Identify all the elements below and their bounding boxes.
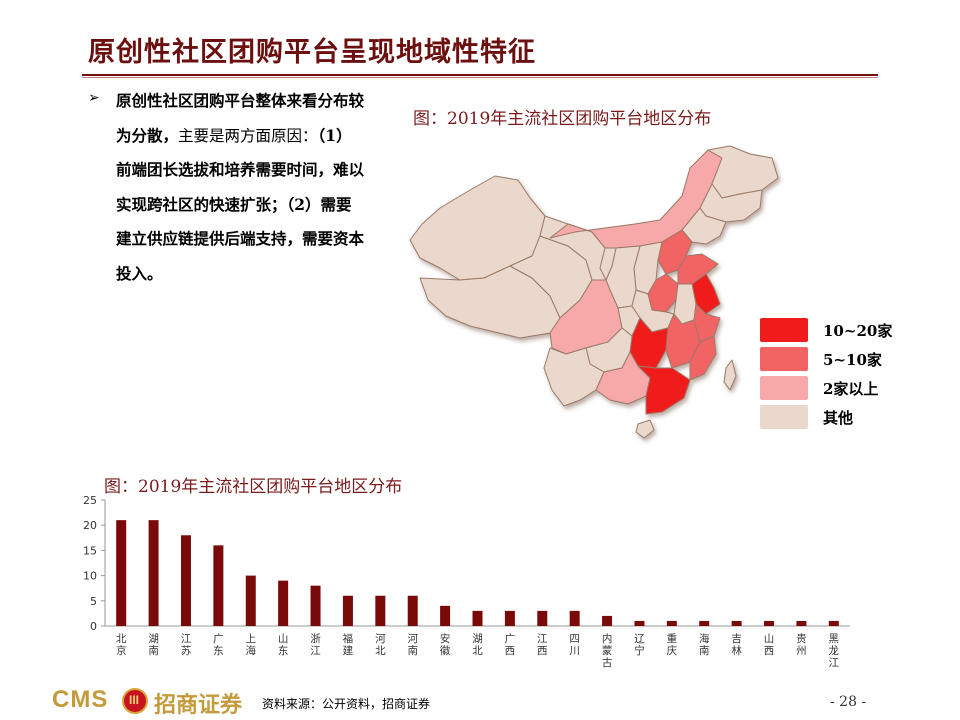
title-underline [82, 74, 878, 76]
x-tick-label: 湖南 [148, 633, 159, 657]
legend-swatch [760, 347, 808, 371]
y-axis: 0 5 10 15 20 25 [83, 494, 105, 633]
bar-7 [343, 596, 353, 626]
legend-swatch [760, 318, 808, 342]
y-tick-label: 0 [90, 620, 97, 633]
x-tick-label: 江西 [537, 633, 548, 657]
page-number: - 28 - [830, 694, 866, 710]
bar-19 [732, 621, 742, 626]
source-note: 资料来源：公开资料，招商证券 [262, 695, 430, 712]
legend-label: 10~20家 [823, 320, 892, 341]
legend-item-2-plus: 2家以上 [760, 376, 910, 402]
y-tick-label: 5 [90, 595, 97, 608]
legend-swatch [760, 376, 808, 400]
bar-6 [311, 586, 321, 626]
bar-16 [634, 621, 644, 626]
bar-3 [213, 545, 223, 626]
x-tick-label: 河南 [407, 633, 418, 657]
bar-8 [375, 596, 385, 626]
bullet-normal: 主要是两方面原因： [178, 127, 318, 145]
bar-10 [440, 606, 450, 626]
map-caption: 图：2019年主流社区团购平台地区分布 [413, 104, 711, 129]
legend-swatch [760, 405, 808, 429]
y-tick-label: 25 [83, 494, 97, 507]
x-tick-label: 上海 [246, 633, 257, 657]
x-tick-label: 山东 [278, 633, 289, 657]
bar-13 [537, 611, 547, 626]
x-tick-label: 黑龙江 [829, 633, 840, 669]
china-map [400, 128, 790, 448]
arrow-bullet-icon: ➢ [88, 90, 100, 106]
x-tick-label: 广东 [213, 633, 224, 657]
legend-item-other: 其他 [760, 405, 910, 431]
bar-11 [473, 611, 483, 626]
bar-0 [116, 520, 126, 626]
x-tick-label: 浙江 [310, 633, 321, 657]
cms-badge-icon: III [122, 688, 148, 714]
x-tick-label: 辽宁 [634, 633, 645, 657]
x-tick-label: 重庆 [667, 632, 678, 657]
y-tick-label: 10 [83, 570, 97, 583]
bar-4 [246, 576, 256, 626]
bar-1 [149, 520, 159, 626]
bar-9 [408, 596, 418, 626]
bar-14 [570, 611, 580, 626]
company-name: 招商证券 [154, 687, 242, 719]
x-tick-label: 安徽 [440, 632, 451, 657]
bullet-text: 原创性社区团购平台整体来看分布较为分散，主要是两方面原因：（1）前端团长选拔和培… [116, 84, 364, 291]
bar-2 [181, 535, 191, 626]
x-tick-label: 四川 [569, 633, 580, 657]
legend-item-5-10: 5~10家 [760, 347, 910, 373]
x-tick-label: 海南 [699, 632, 710, 657]
region-heilongjiang [708, 146, 778, 198]
legend-label: 其他 [823, 407, 853, 428]
bars [116, 520, 839, 626]
bar-20 [764, 621, 774, 626]
legend-item-10-20: 10~20家 [760, 318, 910, 344]
x-tick-label: 福建 [343, 632, 354, 657]
x-tick-label: 贵州 [796, 632, 807, 657]
region-taiwan [724, 360, 736, 390]
bar-5 [278, 581, 288, 626]
bar-18 [699, 621, 709, 626]
x-tick-label: 北京 [116, 633, 127, 657]
bar-17 [667, 621, 677, 626]
bar-22 [829, 621, 839, 626]
bar-12 [505, 611, 515, 626]
y-tick-label: 15 [83, 544, 97, 557]
cms-badge-text: III [129, 693, 139, 707]
y-tick-label: 20 [83, 519, 97, 532]
title-underline-thin [82, 77, 878, 78]
x-tick-label: 山西 [764, 633, 775, 657]
page-title: 原创性社区团购平台呈现地域性特征 [88, 30, 536, 69]
bar-chart: 0 5 10 15 20 25 北京湖南江苏广东上海山东浙江福建河北河南安徽湖北广西江西四… [60, 492, 860, 680]
cms-logo-text: CMS [52, 686, 108, 714]
bar-21 [796, 621, 806, 626]
region-hainan [636, 420, 654, 438]
legend-label: 5~10家 [823, 349, 882, 370]
bullet-tail: （1）前端团长选拔和培养需要时间，难以实现跨社区的快速扩张；（2）需要建立供应链… [116, 126, 364, 283]
bar-15 [602, 616, 612, 626]
legend-label: 2家以上 [823, 378, 878, 399]
x-tick-label: 内蒙古 [602, 632, 613, 669]
x-tick-label: 江苏 [181, 633, 192, 657]
x-tick-label: 湖北 [472, 633, 483, 657]
x-tick-label: 广西 [505, 633, 516, 657]
x-tick-label: 河北 [375, 633, 386, 657]
x-tick-label: 吉林 [731, 633, 742, 657]
